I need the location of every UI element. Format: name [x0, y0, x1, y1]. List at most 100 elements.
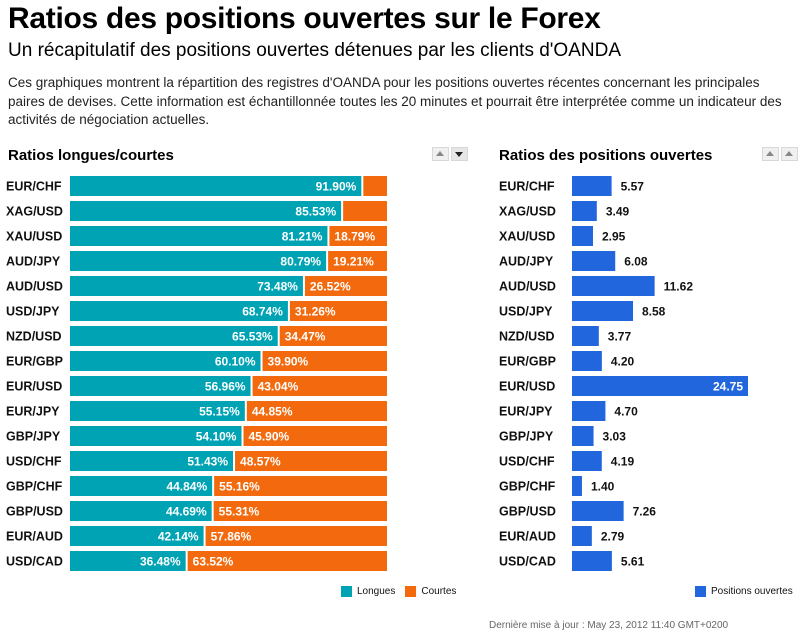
legend-item-courtes: Courtes: [405, 586, 456, 597]
category-label-eur-usd: EUR/USD: [6, 380, 62, 394]
left-chart-legend: Longues Courtes: [341, 586, 466, 597]
legend-swatch-positions: [695, 586, 706, 597]
bar-longues-eur-usd: [70, 376, 251, 396]
data-label-positions-eur-aud: 2.79: [601, 530, 625, 544]
category-label-aud-usd: AUD/USD: [6, 280, 63, 294]
legend-item-longues: Longues: [341, 586, 395, 597]
data-label-positions-eur-jpy: 4.70: [614, 405, 638, 419]
bar-longues-usd-chf: [70, 451, 234, 471]
data-label-longues-eur-gbp: 60.10%: [215, 355, 256, 369]
category-label-usd-cad: USD/CAD: [6, 555, 63, 569]
bar-longues-usd-cad: [70, 551, 186, 571]
bar-courtes-gbp-usd: [213, 501, 387, 521]
category-label-gbp-jpy: GBP/JPY: [6, 430, 61, 444]
data-label-courtes-aud-usd: 26.52%: [310, 280, 351, 294]
category-label-gbp-chf: GBP/CHF: [6, 480, 63, 494]
bar-positions-aud-usd: [572, 276, 655, 296]
bar-courtes-eur-usd: [252, 376, 387, 396]
data-label-courtes-gbp-jpy: 45.90%: [248, 430, 289, 444]
data-label-longues-usd-chf: 51.43%: [187, 455, 228, 469]
bar-longues-gbp-jpy: [70, 426, 242, 446]
legend-label-courtes: Courtes: [421, 586, 457, 597]
bar-courtes-usd-cad: [187, 551, 387, 571]
category-label-right-nzd-usd: NZD/USD: [499, 330, 555, 344]
bar-courtes-nzd-usd: [279, 326, 387, 346]
data-label-positions-usd-jpy: 8.58: [642, 305, 666, 319]
data-label-courtes-usd-cad: 63.52%: [193, 555, 234, 569]
data-label-positions-eur-usd: 24.75: [713, 380, 743, 394]
sort-descending-button[interactable]: [451, 147, 468, 161]
bar-longues-gbp-usd: [70, 501, 212, 521]
page-title: Ratios des positions ouvertes sur le For…: [8, 2, 601, 35]
category-label-right-xag-usd: XAG/USD: [499, 205, 556, 219]
data-label-courtes-nzd-usd: 34.47%: [285, 330, 326, 344]
data-label-positions-gbp-chf: 1.40: [591, 480, 615, 494]
data-label-positions-aud-usd: 11.62: [664, 280, 694, 294]
bar-positions-usd-chf: [572, 451, 602, 471]
legend-label-longues: Longues: [357, 586, 396, 597]
bar-longues-eur-chf: [70, 176, 362, 196]
bar-positions-gbp-jpy: [572, 426, 594, 446]
category-label-right-eur-aud: EUR/AUD: [499, 530, 556, 544]
category-label-eur-jpy: EUR/JPY: [6, 405, 60, 419]
data-label-longues-usd-cad: 36.48%: [140, 555, 181, 569]
data-label-longues-gbp-usd: 44.69%: [166, 505, 207, 519]
legend-label-positions: Positions ouvertes: [711, 586, 793, 597]
category-label-right-eur-usd: EUR/USD: [499, 380, 555, 394]
data-label-positions-aud-jpy: 6.08: [624, 255, 648, 269]
category-label-right-usd-jpy: USD/JPY: [499, 305, 553, 319]
category-label-right-eur-gbp: EUR/GBP: [499, 355, 556, 369]
bar-positions-gbp-usd: [572, 501, 624, 521]
category-label-xag-usd: XAG/USD: [6, 205, 63, 219]
bar-courtes-gbp-jpy: [243, 426, 387, 446]
bar-positions-eur-usd: [572, 376, 748, 396]
data-label-courtes-xau-usd: 18.79%: [334, 230, 375, 244]
data-label-positions-nzd-usd: 3.77: [608, 330, 632, 344]
sort-ascending-button-secondary[interactable]: [781, 147, 798, 161]
category-label-right-usd-cad: USD/CAD: [499, 555, 556, 569]
sort-ascending-button[interactable]: [432, 147, 449, 161]
bar-courtes-aud-usd: [304, 276, 387, 296]
data-label-positions-eur-gbp: 4.20: [611, 355, 635, 369]
bar-positions-aud-jpy: [572, 251, 616, 271]
data-label-longues-eur-chf: 91.90%: [316, 180, 357, 194]
bar-longues-eur-gbp: [70, 351, 261, 371]
bar-courtes-eur-aud: [205, 526, 387, 546]
category-label-usd-chf: USD/CHF: [6, 455, 62, 469]
bar-courtes-aud-jpy: [328, 251, 387, 271]
category-label-right-eur-jpy: EUR/JPY: [499, 405, 553, 419]
left-sort-controls: [432, 147, 468, 161]
data-label-courtes-eur-jpy: 44.85%: [252, 405, 293, 419]
category-label-gbp-usd: GBP/USD: [6, 505, 63, 519]
legend-swatch-courtes: [405, 586, 417, 597]
bar-positions-usd-cad: [572, 551, 612, 571]
sort-ascending-button[interactable]: [762, 147, 779, 161]
bar-positions-xag-usd: [572, 201, 597, 221]
bar-longues-gbp-chf: [70, 476, 213, 496]
bar-longues-aud-usd: [70, 276, 303, 296]
bar-longues-eur-jpy: [70, 401, 245, 421]
bar-courtes-eur-chf: [363, 176, 387, 196]
category-label-right-aud-jpy: AUD/JPY: [499, 255, 554, 269]
data-label-longues-nzd-usd: 65.53%: [232, 330, 273, 344]
bar-courtes-eur-jpy: [246, 401, 387, 421]
data-label-longues-aud-usd: 73.48%: [257, 280, 298, 294]
data-label-longues-gbp-jpy: 54.10%: [196, 430, 237, 444]
category-label-eur-chf: EUR/CHF: [6, 180, 62, 194]
data-label-courtes-eur-aud: 57.86%: [211, 530, 252, 544]
bar-positions-gbp-chf: [572, 476, 582, 496]
data-label-courtes-eur-gbp: 39.90%: [268, 355, 309, 369]
bar-courtes-gbp-chf: [214, 476, 387, 496]
left-chart-title: Ratios longues/courtes: [8, 147, 174, 164]
category-label-right-aud-usd: AUD/USD: [499, 280, 556, 294]
data-label-longues-usd-jpy: 68.74%: [242, 305, 283, 319]
page-subtitle: Un récapitulatif des positions ouvertes …: [8, 40, 622, 61]
bar-longues-xau-usd: [70, 226, 328, 246]
data-label-positions-xag-usd: 3.49: [606, 205, 630, 219]
data-label-courtes-gbp-chf: 55.16%: [219, 480, 260, 494]
data-label-positions-usd-chf: 4.19: [611, 455, 635, 469]
category-label-xau-usd: XAU/USD: [6, 230, 62, 244]
data-label-longues-eur-aud: 42.14%: [158, 530, 199, 544]
bar-longues-xag-usd: [70, 201, 342, 221]
